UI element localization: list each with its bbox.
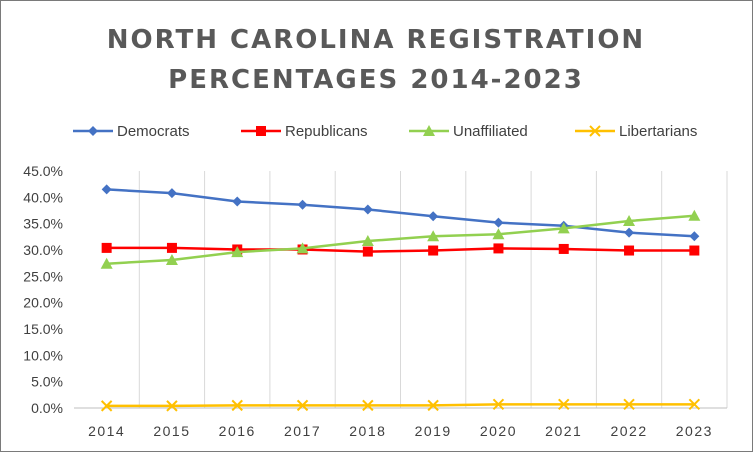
- data-point-democrats: [101, 184, 112, 195]
- y-tick-label: 20.0%: [23, 295, 63, 311]
- data-point-unaffiliated: [623, 215, 636, 227]
- legend-label-libertarians: Libertarians: [619, 123, 697, 140]
- legend-label-unaffiliated: Unaffiliated: [453, 123, 528, 140]
- data-point-unaffiliated: [165, 254, 178, 266]
- y-tick-label: 5.0%: [31, 374, 63, 390]
- data-point-libertarians: [166, 400, 178, 412]
- data-point-democrats: [493, 217, 504, 228]
- x-tick-label: 2019: [415, 423, 452, 439]
- legend-marker-libertarians: [589, 125, 601, 137]
- x-tick-label: 2023: [676, 423, 713, 439]
- series-line-republicans: [106, 246, 695, 253]
- data-point-republicans: [101, 242, 112, 253]
- chart-title-line-2: PERCENTAGES 2014-2023: [168, 65, 584, 95]
- data-point-unaffiliated: [100, 257, 113, 269]
- data-point-libertarians: [492, 398, 505, 411]
- data-point-libertarians: [558, 398, 570, 411]
- data-point-republicans: [362, 246, 373, 257]
- data-point-republicans: [428, 245, 439, 256]
- x-tick-label: 2015: [153, 423, 190, 439]
- data-point-republicans: [493, 243, 504, 254]
- legend-marker-democrats: [88, 126, 98, 136]
- series-libertarians: [100, 398, 701, 412]
- x-tick-label: 2020: [480, 423, 517, 439]
- legend-label-democrats: Democrats: [117, 123, 190, 140]
- data-point-republicans: [624, 245, 635, 256]
- x-tick-label: 2016: [219, 423, 256, 439]
- data-point-unaffiliated: [688, 209, 701, 221]
- legend-item-libertarians: Libertarians: [575, 123, 697, 140]
- x-tick-label: 2017: [284, 423, 321, 439]
- y-tick-label: 40.0%: [23, 189, 63, 205]
- data-point-democrats: [297, 199, 308, 210]
- data-point-republicans: [558, 243, 569, 254]
- data-point-democrats: [166, 188, 177, 199]
- x-tick-label: 2021: [545, 423, 582, 439]
- data-point-democrats: [428, 211, 439, 222]
- y-tick-label: 0.0%: [31, 400, 63, 416]
- x-tick-label: 2022: [610, 423, 647, 439]
- data-point-republicans: [166, 242, 177, 253]
- data-point-libertarians: [427, 399, 439, 412]
- data-point-democrats: [362, 204, 373, 215]
- series-line-libertarians: [106, 403, 695, 408]
- series-democrats: [101, 184, 700, 242]
- y-tick-label: 45.0%: [23, 163, 63, 179]
- data-point-unaffiliated: [296, 242, 309, 254]
- legend-item-democrats: Democrats: [73, 123, 190, 140]
- data-point-republicans: [689, 245, 700, 256]
- series-group: [100, 184, 701, 412]
- series-line-democrats: [106, 188, 695, 238]
- data-point-libertarians: [296, 399, 309, 412]
- series-unaffiliated: [100, 209, 701, 269]
- data-point-libertarians: [362, 399, 374, 412]
- y-tick-label: 10.0%: [23, 347, 63, 363]
- data-point-democrats: [624, 227, 635, 238]
- y-tick-label: 35.0%: [23, 216, 63, 232]
- data-point-unaffiliated: [557, 222, 570, 234]
- data-point-democrats: [232, 196, 243, 207]
- data-point-libertarians: [688, 398, 701, 411]
- chart-legend: Democrats Republicans Unaffiliated Libertar…: [73, 123, 697, 140]
- data-point-unaffiliated: [492, 228, 505, 240]
- legend-item-unaffiliated: Unaffiliated: [409, 123, 528, 140]
- data-point-democrats: [689, 231, 700, 242]
- x-tick-label: 2018: [349, 423, 386, 439]
- data-point-unaffiliated: [427, 230, 440, 242]
- legend-item-republicans: Republicans: [241, 123, 368, 140]
- axes: 0.0% 5.0% 10.0% 15.0% 20.0% 25.0% 30.0% 35.0% 40…: [23, 163, 713, 439]
- data-point-libertarians: [231, 399, 243, 412]
- y-tick-label: 15.0%: [23, 321, 63, 337]
- legend-label-republicans: Republicans: [285, 123, 368, 140]
- chart-title-line-1: NORTH CAROLINA REGISTRATION: [107, 25, 645, 55]
- legend-marker-republicans: [256, 126, 266, 136]
- x-tick-label: 2014: [88, 423, 125, 439]
- data-point-unaffiliated: [361, 235, 374, 247]
- series-line-unaffiliated: [106, 214, 695, 265]
- grid-lines: [74, 171, 728, 409]
- data-point-libertarians: [623, 398, 635, 411]
- y-tick-label: 25.0%: [23, 268, 63, 284]
- legend-marker-unaffiliated: [423, 125, 435, 136]
- data-point-libertarians: [100, 400, 113, 412]
- y-tick-label: 30.0%: [23, 242, 63, 258]
- data-point-unaffiliated: [231, 246, 244, 258]
